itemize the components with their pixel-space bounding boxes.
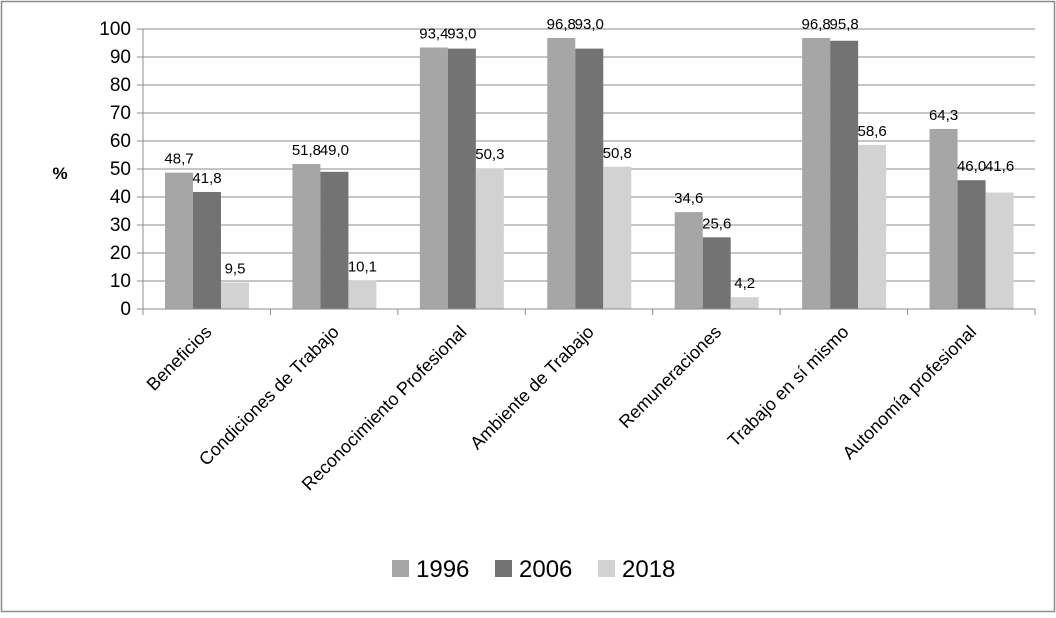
- data-label: 64,3: [929, 107, 958, 124]
- bar-1996: [802, 37, 831, 310]
- data-label: 4,2: [734, 275, 755, 292]
- bar-2006: [193, 191, 221, 309]
- data-label: 50,3: [475, 146, 504, 163]
- legend-label: 1996: [416, 556, 469, 583]
- y-axis-label: %: [52, 164, 67, 183]
- data-label: 10,1: [348, 259, 377, 276]
- data-label: 41,6: [985, 158, 1014, 175]
- bar-2018: [348, 280, 377, 309]
- legend-swatch-1996: [392, 560, 409, 577]
- y-axis-ticks: 0 10 20 30 40 50 60 70 80 90 100: [99, 19, 144, 320]
- y-tick-label: 90: [110, 47, 131, 68]
- data-label: 96,8: [802, 16, 831, 33]
- bar-2006: [702, 237, 731, 309]
- y-tick-label: 70: [110, 103, 131, 124]
- bar-1996: [547, 37, 576, 310]
- data-label: 96,8: [547, 16, 576, 33]
- bar-2006: [320, 171, 349, 309]
- bars: [165, 37, 1014, 310]
- y-tick-label: 30: [110, 215, 131, 236]
- data-label: 93,4: [419, 25, 448, 42]
- data-label: 46,0: [957, 158, 986, 175]
- bar-1996: [929, 128, 958, 309]
- data-label: 34,6: [674, 190, 703, 207]
- legend: 1996 2006 2018: [392, 556, 675, 583]
- y-tick-label: 60: [110, 131, 131, 152]
- data-label: 93,0: [447, 25, 476, 42]
- y-tick-label: 80: [110, 75, 131, 96]
- legend-swatch-2006: [495, 560, 512, 577]
- data-label: 95,8: [830, 16, 859, 33]
- legend-label: 2018: [622, 556, 675, 583]
- y-tick-label: 10: [110, 271, 131, 292]
- data-label: 41,8: [192, 170, 221, 187]
- bar-2006: [447, 48, 476, 309]
- data-label: 58,6: [858, 123, 887, 140]
- data-label: 9,5: [225, 260, 246, 277]
- y-tick-label: 40: [110, 187, 131, 208]
- bar-2018: [858, 144, 887, 309]
- bar-2018: [221, 282, 249, 309]
- legend-label: 2006: [519, 556, 572, 583]
- bar-1996: [165, 172, 193, 309]
- bar-2018: [603, 166, 632, 309]
- bar-2018: [730, 297, 759, 309]
- data-label: 49,0: [320, 142, 349, 159]
- bar-2018: [475, 168, 504, 309]
- y-tick-label: 50: [110, 159, 131, 180]
- data-label: 51,8: [292, 142, 321, 159]
- legend-swatch-2018: [598, 560, 615, 577]
- x-axis: [142, 308, 1036, 315]
- bar-1996: [419, 47, 448, 309]
- bar-1996: [674, 212, 703, 309]
- bar-1996: [292, 163, 321, 309]
- data-labels: 48,741,89,551,849,010,193,493,050,396,89…: [164, 16, 1014, 292]
- data-label: 25,6: [702, 215, 731, 232]
- y-tick-label: 0: [120, 299, 131, 320]
- y-tick-label: 100: [99, 19, 131, 40]
- bar-2006: [830, 40, 859, 309]
- y-tick-label: 20: [110, 243, 131, 264]
- data-label: 48,7: [164, 151, 193, 168]
- data-label: 50,8: [603, 145, 632, 162]
- bar-2006: [957, 180, 986, 309]
- bar-2018: [985, 192, 1014, 309]
- bar-2006: [575, 48, 604, 309]
- data-label: 93,0: [575, 16, 604, 33]
